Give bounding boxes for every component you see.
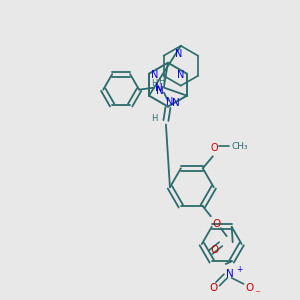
Text: O: O xyxy=(210,283,218,293)
Text: N: N xyxy=(226,269,234,279)
Text: CH₃: CH₃ xyxy=(231,142,248,151)
Text: N: N xyxy=(151,70,159,80)
Text: ⁻: ⁻ xyxy=(255,289,260,299)
Text: O: O xyxy=(211,143,219,153)
Text: H: H xyxy=(151,114,157,123)
Text: N: N xyxy=(156,86,164,96)
Text: O: O xyxy=(211,245,219,255)
Text: O: O xyxy=(245,283,254,293)
Text: +: + xyxy=(236,266,243,274)
Text: N: N xyxy=(177,70,184,80)
Text: H: H xyxy=(158,77,164,86)
Text: N: N xyxy=(172,98,180,108)
Text: H: H xyxy=(151,79,157,88)
Text: O: O xyxy=(213,219,221,229)
Text: N: N xyxy=(166,97,174,106)
Text: N: N xyxy=(175,49,182,59)
Text: N: N xyxy=(155,83,163,93)
